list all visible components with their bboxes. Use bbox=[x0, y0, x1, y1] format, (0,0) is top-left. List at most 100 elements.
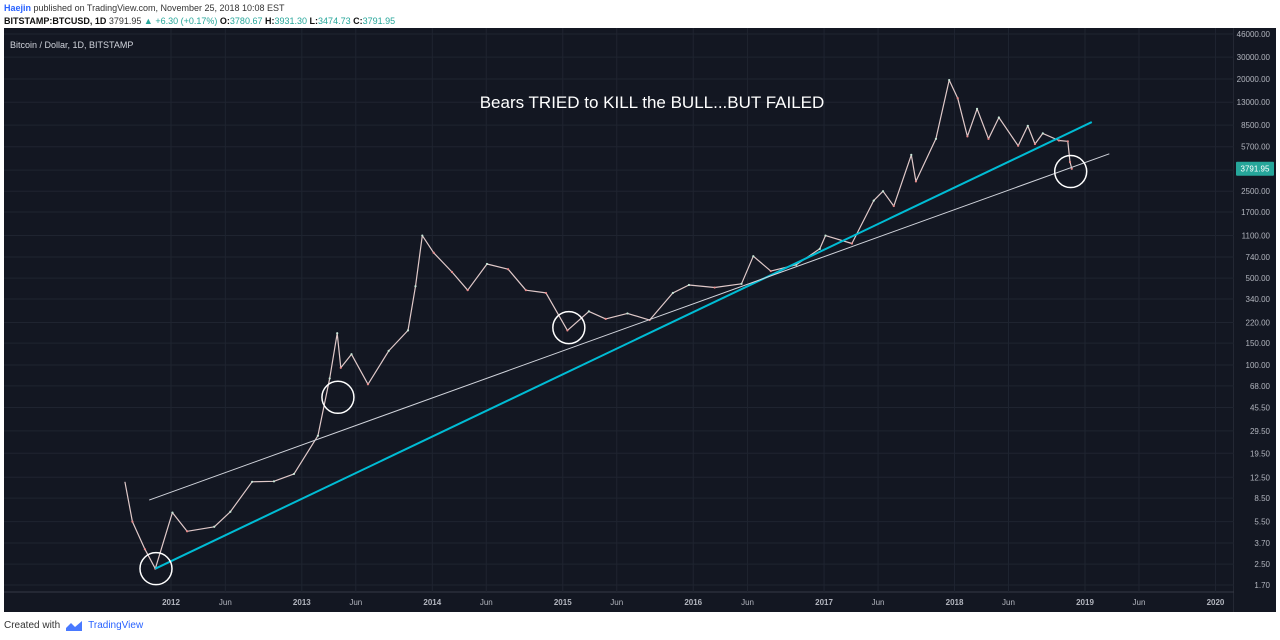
author-link[interactable]: Haejin bbox=[4, 3, 32, 13]
low-value: 3474.73 bbox=[318, 16, 351, 26]
price-point bbox=[292, 472, 296, 476]
open-value: 3780.67 bbox=[229, 16, 263, 26]
highlight-circle bbox=[552, 310, 586, 345]
y-tick-label: 340.00 bbox=[1246, 295, 1271, 304]
price-point bbox=[432, 251, 435, 254]
y-tick-label: 20000.00 bbox=[1237, 75, 1271, 84]
x-tick-label: Jun bbox=[1133, 598, 1146, 607]
publish-line: Haejin published on TradingView.com, Nov… bbox=[4, 2, 395, 15]
x-tick-label: Jun bbox=[872, 598, 885, 607]
x-tick-label: 2012 bbox=[162, 598, 180, 607]
symbol-label: BITSTAMP:BTCUSD, 1D bbox=[4, 16, 107, 26]
price-point bbox=[229, 510, 232, 513]
x-tick-label: 2018 bbox=[946, 598, 964, 607]
footer: Created with TradingView bbox=[4, 620, 143, 631]
y-tick-label: 1100.00 bbox=[1242, 232, 1271, 241]
last-price-text: 3791.95 bbox=[1241, 165, 1270, 174]
x-tick-label: 2017 bbox=[815, 598, 833, 607]
annotation-title: Bears TRIED to KILL the BULL...BUT FAILE… bbox=[480, 93, 825, 112]
price-point bbox=[671, 291, 674, 295]
last-price-tag: 3791.95 bbox=[1236, 161, 1274, 176]
price-series bbox=[124, 78, 1073, 570]
price-point bbox=[997, 116, 1000, 119]
price-point bbox=[752, 255, 755, 258]
y-tick-label: 8500.00 bbox=[1241, 121, 1270, 130]
price-line bbox=[124, 79, 1073, 570]
price-point bbox=[1017, 144, 1020, 147]
x-tick-label: 2014 bbox=[423, 598, 441, 607]
price-point bbox=[485, 262, 489, 266]
price-point bbox=[1057, 139, 1061, 142]
y-tick-label: 19.50 bbox=[1250, 449, 1271, 458]
grid bbox=[4, 28, 1276, 612]
tradingview-link[interactable]: TradingView bbox=[88, 620, 144, 631]
price-point bbox=[1068, 160, 1072, 164]
price-point bbox=[339, 366, 342, 369]
y-tick-label: 2.50 bbox=[1254, 560, 1270, 569]
price-point bbox=[328, 377, 331, 380]
price-point bbox=[975, 107, 979, 110]
x-tick-label: Jun bbox=[349, 598, 362, 607]
y-tick-label: 2500.00 bbox=[1241, 187, 1270, 196]
price-point bbox=[824, 234, 827, 237]
y-tick-label: 5700.00 bbox=[1241, 143, 1270, 152]
last-price-badge bbox=[1236, 161, 1274, 176]
y-tick-label: 1.70 bbox=[1254, 581, 1270, 590]
price-point bbox=[251, 480, 254, 483]
up-arrow-icon: ▲ bbox=[143, 16, 153, 26]
x-tick-label: Jun bbox=[741, 598, 754, 607]
price-point bbox=[506, 268, 510, 271]
price-change: +6.30 (+0.17%) bbox=[155, 16, 218, 26]
y-tick-label: 12.50 bbox=[1250, 473, 1271, 482]
y-tick-label: 30000.00 bbox=[1237, 53, 1271, 62]
last-price: 3791.95 bbox=[108, 16, 142, 26]
y-tick-label: 8.50 bbox=[1254, 494, 1270, 503]
x-tick-label: Jun bbox=[219, 598, 232, 607]
y-tick-label: 220.00 bbox=[1246, 318, 1271, 327]
close-value: 3791.95 bbox=[362, 16, 396, 26]
low-label: L: bbox=[309, 16, 319, 26]
price-point bbox=[566, 329, 569, 332]
price-point bbox=[626, 312, 629, 315]
y-axis-panel[interactable] bbox=[1234, 28, 1276, 612]
price-chart[interactable]: 46000.00 30000.00 20000.00 13000.00 8500.00 5… bbox=[4, 28, 1276, 612]
price-point bbox=[881, 190, 885, 193]
x-tick-label: Jun bbox=[480, 598, 493, 607]
highlight-circle bbox=[139, 551, 173, 586]
y-tick-label: 46000.00 bbox=[1237, 30, 1271, 39]
price-point bbox=[948, 78, 951, 82]
series-label: Bitcoin / Dollar, 1D, BITSTAMP bbox=[10, 40, 133, 50]
close-label: C: bbox=[353, 16, 363, 26]
y-tick-label: 3.70 bbox=[1254, 539, 1270, 548]
y-tick-label: 740.00 bbox=[1246, 253, 1271, 262]
trendline-support bbox=[154, 121, 1093, 570]
y-tick-label: 45.50 bbox=[1250, 404, 1271, 413]
price-point bbox=[143, 548, 147, 551]
price-point bbox=[1033, 142, 1037, 146]
highlight-circle bbox=[321, 380, 355, 415]
price-point bbox=[544, 291, 548, 295]
price-point bbox=[687, 283, 691, 287]
y-tick-label: 1700.00 bbox=[1241, 208, 1270, 217]
created-with-text: Created with bbox=[4, 620, 61, 631]
price-point bbox=[414, 285, 417, 288]
chart-canvas[interactable]: 46000.00 30000.00 20000.00 13000.00 8500.00 5… bbox=[4, 28, 1276, 612]
y-tick-label: 29.50 bbox=[1250, 427, 1271, 436]
price-point bbox=[131, 520, 134, 523]
y-tick-label: 13000.00 bbox=[1237, 98, 1271, 107]
high-label: H: bbox=[264, 16, 275, 26]
chart-header: Haejin published on TradingView.com, Nov… bbox=[4, 2, 395, 28]
price-point bbox=[1041, 132, 1044, 135]
published-text: published on TradingView.com, November 2… bbox=[33, 3, 285, 13]
price-point bbox=[740, 282, 743, 285]
price-point bbox=[604, 317, 607, 320]
y-tick-label: 68.00 bbox=[1250, 382, 1271, 391]
price-point bbox=[872, 199, 875, 202]
price-point bbox=[336, 332, 339, 335]
y-tick-label: 500.00 bbox=[1246, 274, 1271, 283]
price-point bbox=[406, 329, 410, 332]
price-point bbox=[1066, 140, 1069, 143]
trendlines bbox=[149, 121, 1110, 570]
price-point bbox=[1070, 167, 1073, 170]
price-point bbox=[171, 511, 174, 514]
